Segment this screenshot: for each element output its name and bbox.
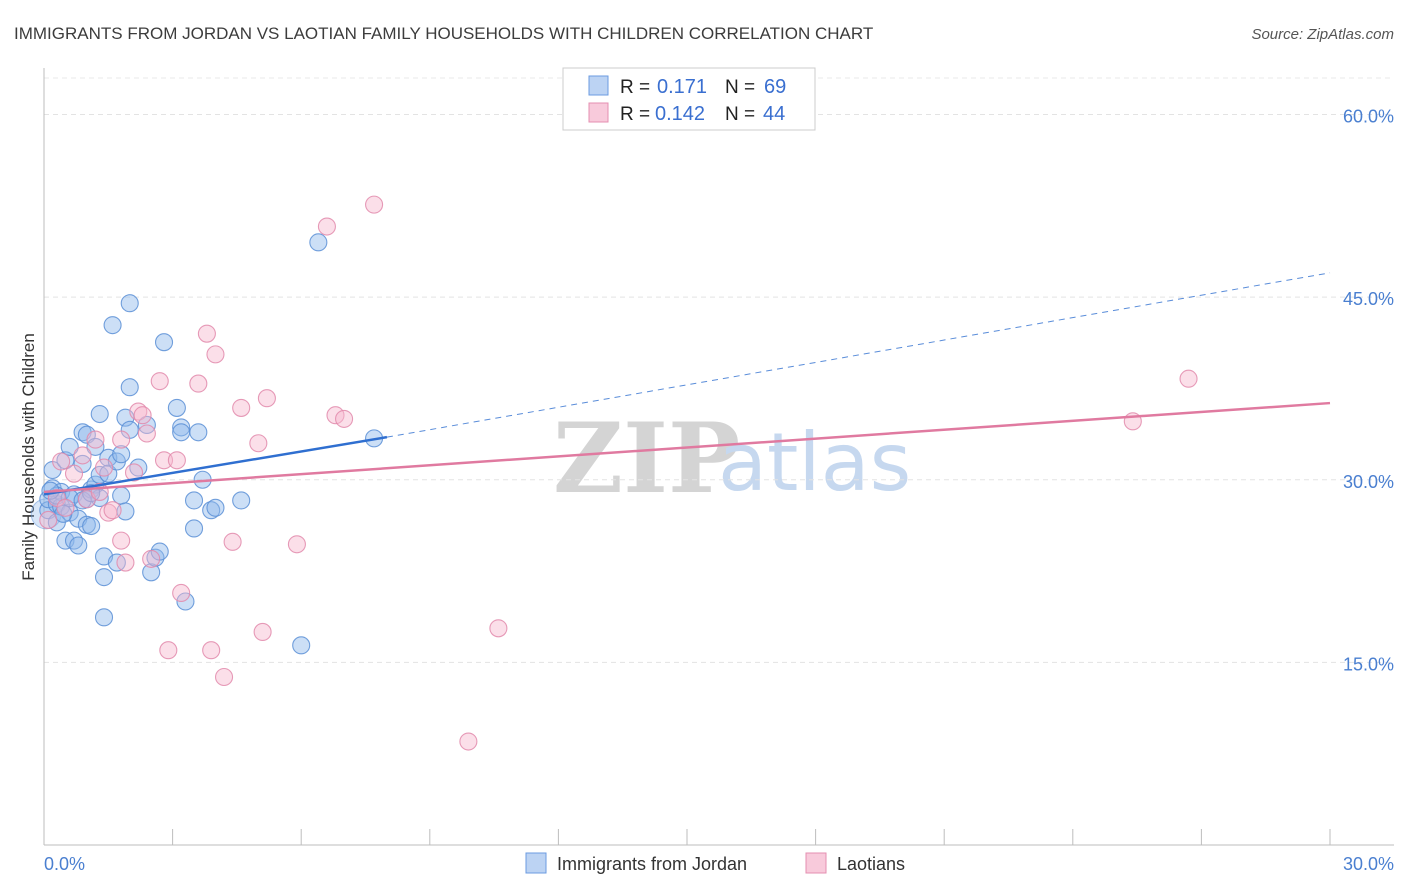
point-laotians-9: [94, 458, 114, 477]
trend-line-jordan: [43, 435, 388, 496]
point-laotians-20: [150, 372, 169, 391]
stats-n-label-jordan: N =: [725, 77, 755, 98]
point-jordan-48: [167, 398, 186, 417]
point-jordan-23: [86, 437, 105, 456]
watermark-zip: ZIP: [553, 402, 740, 515]
point-jordan-29: [94, 608, 114, 627]
point-jordan-33: [103, 316, 122, 335]
watermark: ZIP atlas: [553, 402, 911, 515]
point-jordan-40: [120, 378, 139, 397]
trend-line-laotians: [43, 401, 1331, 494]
point-laotians-15: [124, 463, 144, 482]
point-jordan-14: [69, 536, 88, 555]
point-laotians-25: [189, 374, 208, 393]
point-jordan-58: [232, 491, 251, 510]
point-laotians-40: [489, 619, 508, 638]
point-jordan-54: [189, 423, 208, 442]
point-laotians-18: [137, 424, 156, 443]
point-laotians-11: [103, 501, 122, 520]
point-laotians-12: [112, 430, 131, 449]
point-laotians-4: [64, 464, 84, 483]
point-laotians-35: [287, 535, 306, 554]
point-laotians-7: [86, 430, 105, 449]
point-laotians-24: [172, 583, 191, 603]
point-laotians-34: [257, 389, 276, 408]
stats-swatch-jordan: [588, 75, 609, 96]
point-laotians-39: [365, 195, 384, 214]
point-laotians-38: [317, 217, 336, 236]
point-laotians-17: [133, 406, 152, 425]
y-tick-label-30: 30.0%: [1343, 472, 1394, 492]
point-laotians-14: [116, 553, 135, 572]
stats-swatch-laotians: [588, 102, 609, 123]
scatter-points: [30, 195, 1198, 751]
stats-r-value-laotians: 0.142: [655, 103, 705, 125]
point-laotians-5: [73, 446, 92, 465]
chart-source: Source: ZipAtlas.com: [1251, 26, 1394, 43]
point-jordan-52: [184, 491, 204, 510]
point-jordan-57: [206, 498, 225, 517]
point-jordan-60: [292, 636, 311, 655]
point-laotians-21: [154, 451, 174, 470]
point-laotians-37: [335, 409, 354, 428]
x-tick-label-min: 0.0%: [44, 854, 85, 874]
point-jordan-50: [172, 423, 191, 442]
watermark-atlas: atlas: [718, 416, 911, 509]
point-laotians-30: [223, 532, 242, 551]
chart-title: IMMIGRANTS FROM JORDAN VS LAOTIAN FAMILY…: [14, 24, 873, 43]
point-laotians-26: [197, 324, 216, 343]
point-laotians-3: [56, 498, 75, 517]
point-laotians-23: [167, 451, 186, 470]
y-tick-labels: 15.0% 30.0% 45.0% 60.0%: [1343, 107, 1394, 675]
point-laotians-41: [459, 732, 478, 751]
point-jordan-44: [142, 563, 161, 582]
point-laotians-13: [112, 531, 131, 550]
stats-r-value-jordan: 0.171: [657, 76, 707, 98]
point-laotians-32: [249, 434, 268, 453]
point-laotians-28: [206, 345, 225, 364]
y-axis-label: Family Households with Children: [19, 333, 38, 581]
legend-swatch-jordan: [525, 852, 547, 874]
y-tick-label-15: 15.0%: [1343, 654, 1394, 674]
legend-label-laotians: Laotians: [837, 854, 905, 874]
point-laotians-22: [159, 641, 178, 660]
point-jordan-22: [82, 516, 101, 536]
stats-n-value-laotians: 44: [763, 103, 785, 125]
point-jordan-10: [60, 437, 79, 456]
point-jordan-47: [154, 333, 174, 352]
point-laotians-19: [142, 549, 161, 568]
legend: Immigrants from Jordan Laotians: [525, 852, 905, 874]
point-laotians-27: [202, 641, 221, 660]
stats-r-label-jordan: R =: [620, 77, 650, 98]
point-jordan-51: [176, 592, 195, 611]
stats-n-label-laotians: N =: [725, 104, 755, 125]
legend-label-jordan: Immigrants from Jordan: [557, 854, 747, 874]
point-jordan-36: [112, 445, 131, 464]
stats-r-label-laotians: R =: [620, 104, 650, 125]
point-jordan-59: [120, 294, 139, 313]
point-laotians-0: [39, 510, 58, 529]
y-tick-label-60: 60.0%: [1343, 107, 1394, 127]
point-jordan-61: [309, 233, 328, 252]
point-laotians-31: [232, 398, 251, 417]
point-jordan-26: [90, 404, 109, 424]
point-jordan-30: [94, 568, 114, 587]
stats-n-value-jordan: 69: [764, 76, 786, 98]
y-tick-label-45: 45.0%: [1343, 289, 1394, 309]
point-jordan-53: [184, 519, 204, 538]
x-tick-label-max: 30.0%: [1343, 854, 1394, 874]
stats-box: R = 0.171 N = 69 R = 0.142 N = 44: [562, 67, 816, 131]
point-laotians-2: [52, 452, 71, 471]
point-laotians-29: [214, 667, 234, 687]
trend-lines: [43, 272, 1331, 496]
x-tick-marks: [172, 829, 1331, 845]
point-jordan-49: [172, 418, 191, 437]
trend-line-jordan-extension: [386, 272, 1331, 438]
legend-swatch-laotians: [805, 852, 827, 874]
point-laotians-43: [1179, 369, 1198, 388]
point-laotians-33: [253, 622, 272, 641]
